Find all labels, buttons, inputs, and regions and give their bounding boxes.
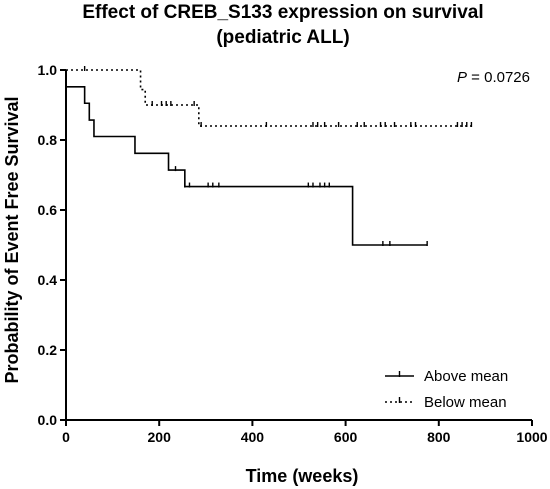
axes: 0 200 400 600 800 1000 0.0 0.2 0.4 0.6 0.8 1.0: [38, 62, 548, 445]
p-value-symbol: P: [457, 69, 467, 86]
y-tick-label: 1.0: [38, 62, 58, 78]
p-value-annotation: P = 0.0726: [457, 69, 530, 86]
x-tick-label: 600: [334, 429, 358, 445]
chart-title: Effect of CREB_S133 expression on surviv…: [82, 2, 483, 23]
y-tick-label: 0.6: [38, 202, 58, 218]
legend: Above mean Below mean: [385, 368, 508, 411]
x-tick-label: 0: [62, 429, 70, 445]
survival-curves: [66, 66, 473, 246]
y-tick-label: 0.0: [38, 412, 58, 428]
x-tick-label: 200: [148, 429, 172, 445]
x-axis-title: Time (weeks): [246, 466, 359, 486]
chart-subtitle: (pediatric ALL): [216, 27, 349, 48]
p-value-number: = 0.0726: [467, 69, 530, 86]
y-tick-label: 0.2: [38, 342, 58, 358]
legend-label: Below mean: [424, 394, 507, 411]
x-tick-label: 800: [427, 429, 451, 445]
y-axis-title: Probability of Event Free Survival: [2, 96, 22, 383]
x-tick-label: 400: [241, 429, 265, 445]
above-mean-curve: [66, 86, 428, 246]
below-mean-curve: [66, 69, 472, 127]
x-tick-label: 1000: [516, 429, 547, 445]
y-tick-label: 0.4: [38, 272, 58, 288]
legend-label: Above mean: [424, 368, 508, 385]
y-tick-label: 0.8: [38, 132, 58, 148]
